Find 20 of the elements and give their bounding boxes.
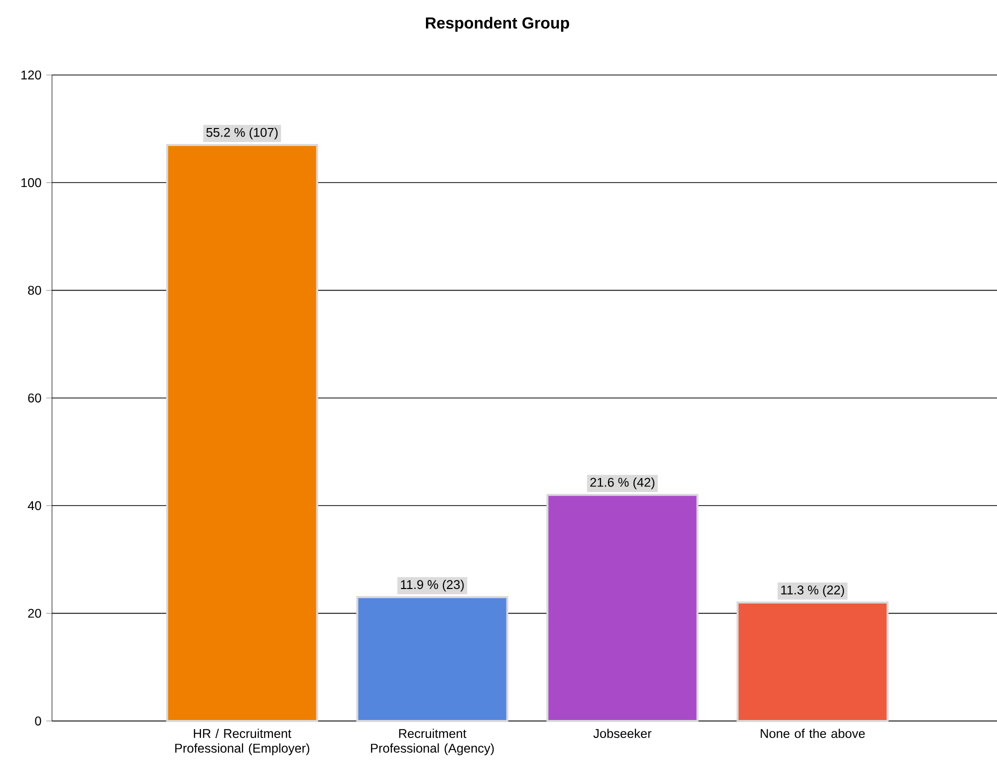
bar <box>546 494 698 722</box>
bar <box>356 596 508 722</box>
bar <box>736 602 889 722</box>
data-label: 55.2 % (107) <box>206 128 278 140</box>
data-label: 11.3 % (22) <box>781 585 844 597</box>
data-label: 11.9 % (23) <box>400 580 464 592</box>
x-tick-label: None of the above <box>760 728 865 738</box>
y-tick-label: 60 <box>28 394 42 402</box>
bar <box>166 144 318 722</box>
x-tick-label: HR / Recruitment Professional (Employer) <box>175 728 310 756</box>
y-tick-label: 40 <box>28 501 42 510</box>
data-label: 21.6 % (42) <box>590 477 654 490</box>
x-tick-label: Recruitment Professional (Agency) <box>371 728 494 756</box>
y-tick-label: 80 <box>28 286 42 295</box>
y-tick-label: 120 <box>21 70 42 80</box>
y-tick-label: 100 <box>21 178 42 188</box>
y-tick-label: 0 <box>35 716 42 726</box>
chart-title: Respondent Group <box>426 16 570 32</box>
x-tick-label: Jobseeker <box>593 728 652 738</box>
y-tick-label: 20 <box>28 608 42 618</box>
